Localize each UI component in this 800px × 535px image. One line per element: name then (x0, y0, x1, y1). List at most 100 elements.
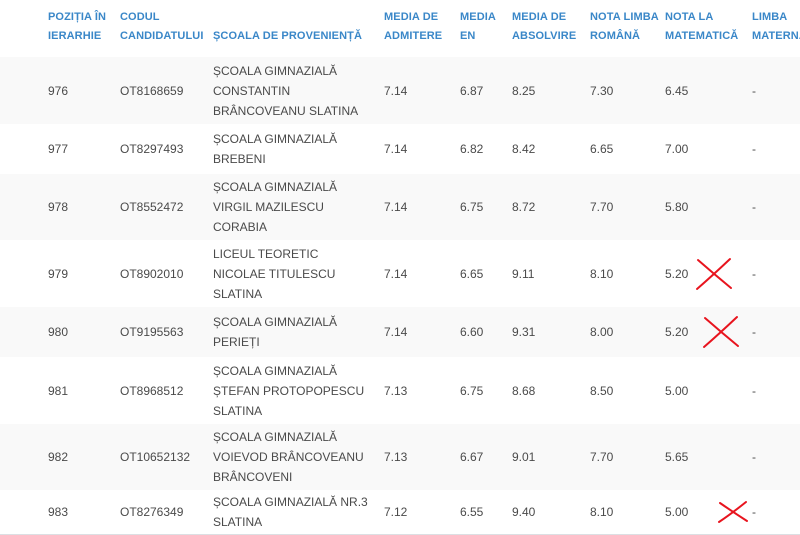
cell-en: 6.65 (460, 240, 508, 307)
cell-code: OT8902010 (120, 240, 212, 307)
cell-lm-text: - (752, 325, 756, 339)
cell-en-text: 6.75 (460, 383, 484, 398)
cell-rom: 7.70 (590, 424, 660, 490)
header-en[interactable]: MEDIA EN (460, 11, 496, 42)
cell-rom-text: 8.00 (590, 325, 614, 339)
cell-rom-text: 8.10 (590, 266, 614, 281)
cell-rank: 978 (48, 174, 118, 240)
cell-mat-text: 5.00 (665, 383, 689, 398)
cell-school-text: ȘCOALA GIMNAZIALĂ BREBENI (213, 132, 338, 166)
cell-rank: 982 (48, 424, 118, 490)
cell-rank: 980 (48, 307, 118, 357)
cell-lm: - (752, 307, 792, 357)
cell-mat-text: 5.20 (665, 266, 689, 281)
cell-rom-text: 6.65 (590, 142, 614, 156)
cell-rank-text: 978 (48, 200, 69, 214)
cell-rom: 6.65 (590, 124, 660, 174)
cell-mat: 7.00 (665, 124, 745, 174)
cell-code: OT8168659 (120, 57, 212, 124)
table-row: 978 OT8552472 ȘCOALA GIMNAZIALĂ VIRGIL MAZ… (0, 174, 800, 241)
cell-rank-text: 982 (48, 450, 69, 464)
cell-en-text: 6.75 (460, 200, 484, 214)
header-rom[interactable]: NOTA LIMBA ROMÂNĂ (590, 11, 659, 42)
cell-en-text: 6.55 (460, 505, 484, 519)
cell-admit-text: 7.13 (384, 450, 408, 464)
table-row: 980 OT9195563 ȘCOALA GIMNAZIALĂ PERIEȚI 7.1… (0, 307, 800, 358)
cell-school-text: ȘCOALA GIMNAZIALĂ VOIEVOD BRÂNCOVEANU BR… (213, 430, 364, 484)
cell-abs: 8.42 (512, 124, 586, 174)
cell-school-text: ȘCOALA GIMNAZIALĂ CONSTANTIN BRÂNCOVEANU… (213, 63, 359, 118)
cell-rom: 8.10 (590, 240, 660, 307)
cell-en-text: 6.65 (460, 266, 484, 281)
cell-rom: 8.10 (590, 490, 660, 534)
cell-abs-text: 8.42 (512, 142, 536, 156)
header-code[interactable]: CODUL CANDIDATULUI (120, 11, 204, 42)
cell-school: ȘCOALA GIMNAZIALĂ CONSTANTIN BRÂNCOVEANU… (213, 57, 381, 124)
cell-rom-text: 8.10 (590, 505, 614, 519)
cell-abs-text: 9.11 (512, 266, 535, 281)
cell-mat: 5.80 (665, 174, 745, 240)
cell-school-text: ȘCOALA GIMNAZIALĂ PERIEȚI (213, 315, 338, 349)
cell-admit: 7.14 (384, 240, 454, 307)
cell-abs: 9.11 (512, 240, 586, 307)
cell-code-text: OT8168659 (120, 83, 184, 98)
cell-code: OT8552472 (120, 174, 212, 240)
cell-abs: 8.25 (512, 57, 586, 124)
cell-en: 6.60 (460, 307, 508, 357)
cell-lm: - (752, 490, 792, 534)
cell-admit-text: 7.14 (384, 200, 408, 214)
cell-rank: 981 (48, 357, 118, 424)
header-rank[interactable]: POZIȚIA ÎN IERARHIE (48, 11, 107, 42)
cell-en-text: 6.67 (460, 450, 484, 464)
cell-admit: 7.14 (384, 307, 454, 357)
cell-school-text: ȘCOALA GIMNAZIALĂ NR.3 SLATINA (213, 495, 368, 529)
header-mat[interactable]: NOTA LA MATEMATICĂ (665, 11, 739, 42)
cell-code: OT8276349 (120, 490, 212, 534)
cell-lm: - (752, 424, 792, 490)
cell-mat: 5.00 (665, 357, 745, 424)
cell-rom: 8.00 (590, 307, 660, 357)
header-school[interactable]: ȘCOALA DE PROVENIENȚĂ (213, 30, 362, 42)
cell-mat-text: 5.00 (665, 505, 689, 519)
cell-code-text: OT8276349 (120, 505, 184, 519)
cell-mat-text: 5.80 (665, 200, 689, 214)
cell-mat: 5.00 (665, 490, 745, 534)
table-row: 981 OT8968512 ȘCOALA GIMNAZIALĂ ȘTEFAN PRO… (0, 357, 800, 425)
cell-lm-text: - (752, 505, 756, 519)
cell-abs: 9.01 (512, 424, 586, 490)
header-lm[interactable]: LIMBA MATERNĂ (752, 11, 800, 42)
cell-en-text: 6.87 (460, 83, 484, 98)
cell-rom: 7.70 (590, 174, 660, 240)
cell-lm-text: - (752, 142, 756, 156)
cell-lm-text: - (752, 83, 756, 98)
cell-school: ȘCOALA GIMNAZIALĂ BREBENI (213, 124, 381, 174)
cell-rank-text: 979 (48, 266, 69, 281)
header-abs[interactable]: MEDIA DE ABSOLVIRE (512, 11, 577, 42)
cell-mat: 5.65 (665, 424, 745, 490)
cell-lm: - (752, 57, 792, 124)
cell-mat-text: 6.45 (665, 83, 689, 98)
cell-code-text: OT8552472 (120, 200, 184, 214)
cell-abs: 9.31 (512, 307, 586, 357)
cell-abs-text: 8.72 (512, 200, 536, 214)
header-admit[interactable]: MEDIA DE ADMITERE (384, 11, 443, 42)
cell-lm-text: - (752, 200, 756, 214)
cell-code-text: OT10652132 (120, 450, 191, 464)
cell-school: ȘCOALA GIMNAZIALĂ NR.3 SLATINA (213, 490, 381, 534)
cell-rank: 977 (48, 124, 118, 174)
cell-lm-text: - (752, 266, 756, 281)
cell-school-text: ȘCOALA GIMNAZIALĂ ȘTEFAN PROTOPOPESCU SL… (213, 363, 365, 418)
cell-lm: - (752, 174, 792, 240)
cell-school: ȘCOALA GIMNAZIALĂ VIRGIL MAZILESCU CORAB… (213, 174, 381, 240)
cell-admit-text: 7.14 (384, 142, 408, 156)
cell-rank-text: 976 (48, 83, 69, 98)
cell-abs-text: 9.40 (512, 505, 536, 519)
table-row: 976 OT8168659 ȘCOALA GIMNAZIALĂ CONSTANTIN… (0, 57, 800, 125)
cell-rom: 7.30 (590, 57, 660, 124)
cell-admit-text: 7.13 (384, 383, 408, 398)
cell-school: LICEUL TEORETIC NICOLAE TITULESCU SLATIN… (213, 240, 381, 307)
cell-lm: - (752, 357, 792, 424)
cell-lm-text: - (752, 450, 756, 464)
table-header: POZIȚIA ÎN IERARHIE CODUL CANDIDATULUI Ș… (0, 0, 800, 58)
